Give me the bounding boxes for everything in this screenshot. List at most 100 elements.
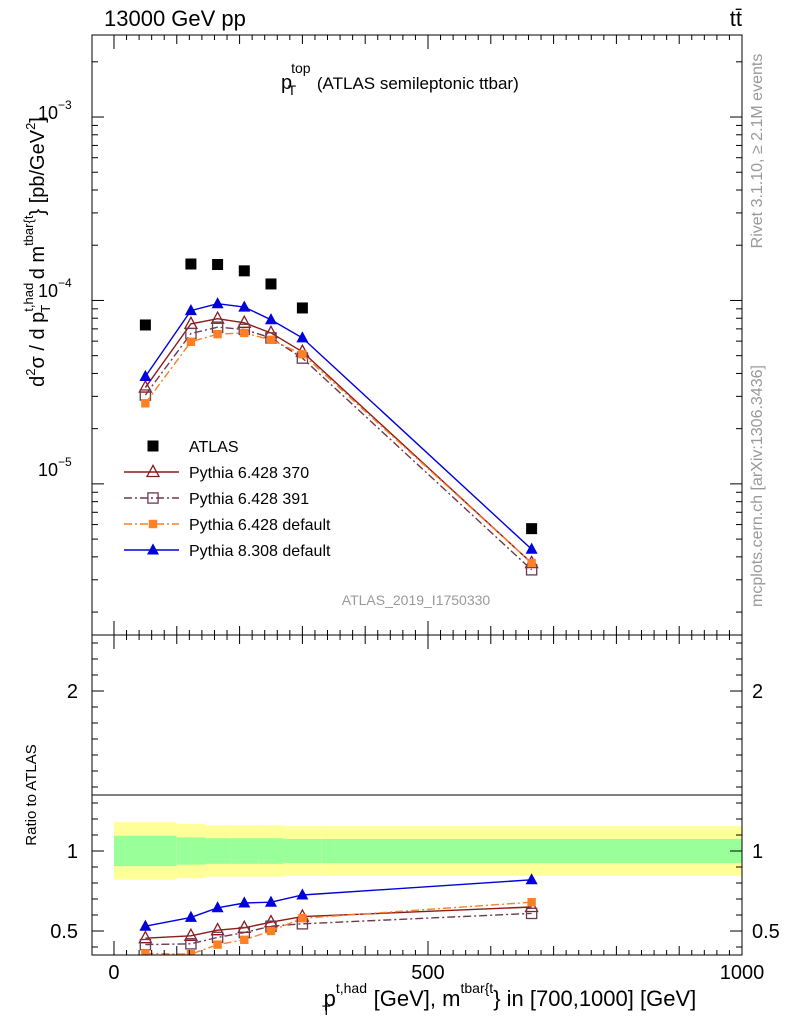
legend-marker xyxy=(148,519,158,529)
ratio-pythia-6-428-391 xyxy=(139,907,538,951)
ratio-point xyxy=(184,910,197,922)
band-inner xyxy=(258,838,284,864)
band-inner xyxy=(283,839,322,863)
ratio-tick-label-0-5-right: 0.5 xyxy=(752,921,780,943)
ratio-point xyxy=(298,914,307,923)
ratio-tick-label-2-right: 2 xyxy=(752,681,763,703)
ratio-point xyxy=(264,895,277,907)
ratio-point xyxy=(185,938,197,950)
band-inner xyxy=(113,835,177,867)
ratio-ticks: 0.5 0.5 1 1 2 2 0 500 1000 xyxy=(50,635,780,984)
ratio-point xyxy=(210,922,225,936)
band-inner xyxy=(176,837,206,865)
legend-label: Pythia 8.308 default xyxy=(189,543,331,560)
ratio-pythia-8-308-default xyxy=(139,873,538,931)
ratio-line xyxy=(145,879,532,927)
ratio-point xyxy=(213,940,222,949)
mcplots-label: mcplots.cern.ch [arXiv:1306.3436] xyxy=(749,365,766,607)
data-point xyxy=(212,259,224,271)
legend-marker xyxy=(147,543,159,555)
data-point xyxy=(296,331,309,343)
x-axis-label: pt,had T [GeV], mtbar{t} in [700,1000] [G… xyxy=(322,980,696,1018)
series-line xyxy=(144,302,533,550)
ratio-pythia-6-428-default xyxy=(141,898,536,955)
data-point xyxy=(238,300,251,312)
ratio-point xyxy=(238,896,251,908)
data-point xyxy=(139,369,152,381)
ratio-point xyxy=(183,927,199,941)
main-ticks xyxy=(92,35,743,635)
legend: ATLAS Pythia 6.428 370 Pythia 6.428 391 Pyt… xyxy=(124,439,331,560)
data-point xyxy=(525,542,538,554)
legend-label: ATLAS xyxy=(189,439,239,456)
ratio-series xyxy=(138,873,539,955)
legend-marker xyxy=(147,492,159,504)
data-point xyxy=(210,310,225,324)
legend-label: Pythia 6.428 370 xyxy=(189,465,309,482)
plot-title: ptop T (ATLAS semileptonic ttbar) xyxy=(281,60,519,98)
main-panel: ptop T (ATLAS semileptonic ttbar) 10−3 10… xyxy=(21,34,743,636)
ratio-point xyxy=(525,907,538,920)
ratio-tick-label-1-right: 1 xyxy=(752,841,763,863)
legend-label: Pythia 6.428 391 xyxy=(189,491,309,508)
band-inner xyxy=(230,838,259,864)
main-series xyxy=(138,258,539,576)
data-point xyxy=(264,313,277,325)
series-atlas xyxy=(139,258,538,535)
ratio-panel: 0.5 0.5 1 1 2 2 0 500 1000 Ratio to ATLAS pt,had… xyxy=(23,634,780,1018)
x-tick-label: 1000 xyxy=(720,962,765,984)
ratio-y-axis-label: Ratio to ATLAS xyxy=(23,744,40,845)
ratio-line xyxy=(145,912,532,946)
ratio-point xyxy=(527,898,536,907)
data-point xyxy=(184,304,197,316)
legend-entry: Pythia 6.428 391 xyxy=(124,491,309,508)
ratio-point xyxy=(296,888,309,900)
legend-entry: Pythia 6.428 370 xyxy=(124,464,309,482)
ratio-point xyxy=(211,901,224,913)
x-tick-label: 500 xyxy=(411,962,444,984)
series-pythia-6-428-default xyxy=(141,328,536,568)
y-axis-label: d2σ / d pt,had T d mtbar{t} [pb/GeV2] xyxy=(21,117,53,387)
header-process-label: tt̄ xyxy=(730,6,742,31)
y-tick-label-1e-5: 10−5 xyxy=(38,455,72,480)
ratio-tick-label-2: 2 xyxy=(67,681,78,703)
data-point xyxy=(527,558,536,568)
rivet-version-label: Rivet 3.1.10, ≥ 2.1M events xyxy=(749,54,766,249)
ratio-tick-label-1: 1 xyxy=(67,841,78,863)
legend-entry: Pythia 8.308 default xyxy=(124,543,331,560)
legend-marker xyxy=(145,464,161,478)
ratio-point xyxy=(266,926,276,936)
ratio-point xyxy=(138,930,153,944)
data-point xyxy=(141,399,150,408)
legend-label: Pythia 6.428 default xyxy=(189,517,331,534)
ratio-band xyxy=(113,822,742,880)
ratio-point xyxy=(141,949,150,955)
data-point xyxy=(213,329,222,339)
ratio-point xyxy=(139,919,152,931)
ratio-frame xyxy=(91,634,743,956)
data-point xyxy=(211,297,224,309)
data-point xyxy=(237,314,252,328)
data-point xyxy=(298,349,307,359)
series-pythia-8-308-default xyxy=(139,297,538,554)
ratio-point xyxy=(186,950,196,955)
data-point xyxy=(526,523,538,535)
ratio-tick-label-0-5: 0.5 xyxy=(50,921,78,943)
data-point xyxy=(186,337,196,347)
header-energy-label: 13000 GeV pp xyxy=(104,6,246,31)
data-point xyxy=(238,265,250,277)
legend-entry: Pythia 6.428 default xyxy=(124,517,331,534)
x-tick-label: 0 xyxy=(108,962,119,984)
band-inner xyxy=(321,839,742,863)
data-point xyxy=(266,335,276,345)
data-point xyxy=(265,278,277,290)
legend-entry: ATLAS xyxy=(147,439,239,456)
analysis-watermark: ATLAS_2019_I1750330 xyxy=(342,592,491,608)
data-point xyxy=(138,379,153,393)
ratio-point xyxy=(240,935,249,944)
data-point xyxy=(139,319,151,331)
band-inner xyxy=(205,838,231,864)
data-point xyxy=(185,258,197,270)
ratio-point xyxy=(525,873,538,885)
